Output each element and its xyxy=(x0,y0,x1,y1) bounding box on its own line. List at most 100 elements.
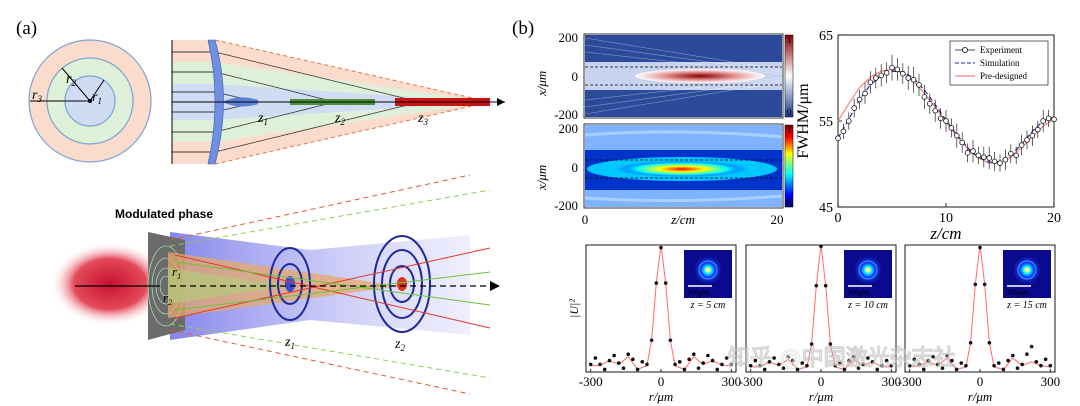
map-top-rays xyxy=(584,37,783,115)
profile-experiment-point xyxy=(1006,358,1010,363)
outer-edge-ray-top xyxy=(214,39,491,103)
profile-experiment-point xyxy=(856,366,861,370)
lower-z1-label: z1 xyxy=(284,335,295,351)
fwhm-legend-simulation-label: Simulation xyxy=(980,58,1020,68)
profile-experiment-point xyxy=(880,363,884,368)
lower-r1-label: r1 xyxy=(172,264,181,281)
fwhm-experiment-point xyxy=(975,152,982,159)
fwhm-experiment-point xyxy=(1045,115,1052,122)
profile-experiment-point xyxy=(809,342,814,346)
profile-experiment-point xyxy=(720,362,724,367)
profile-experiment-point xyxy=(748,363,753,368)
profile-experiment-point xyxy=(819,244,823,249)
profile-experiment-point xyxy=(996,361,1001,365)
profile-experiment-point xyxy=(992,363,996,368)
profile-experiment-point xyxy=(777,362,781,367)
profile-experiment-point xyxy=(635,367,640,372)
profile-experiment-point xyxy=(964,363,968,368)
profile-experiment-point xyxy=(1001,367,1006,372)
profile-experiment-point xyxy=(959,361,964,365)
profile-experiment-point xyxy=(931,354,935,359)
propagation-axis-arrowhead xyxy=(490,281,500,291)
fwhm-experiment-point xyxy=(926,101,933,107)
focal-rings-z2 xyxy=(373,235,431,333)
profile-experiment-point xyxy=(715,367,720,372)
fwhm-experiment-point xyxy=(1007,150,1014,157)
map-bottom-cbar-max: 1 xyxy=(787,125,792,135)
fwhm-experiment-point xyxy=(910,76,917,83)
fwhm-experiment-point xyxy=(1051,116,1057,123)
profile-experiment-point xyxy=(1020,362,1024,367)
profile-experiment-point xyxy=(940,366,945,370)
map-top-ylabel: x/μm xyxy=(534,71,549,97)
profile-xlabel: r/μm xyxy=(809,389,834,404)
fwhm-ylabel: FWHM/μm xyxy=(795,83,812,159)
profile-xlabel: r/μm xyxy=(649,389,674,404)
map-top-colorbar xyxy=(784,34,794,118)
fwhm-experiment-point xyxy=(964,150,971,156)
fwhm-experiment-point xyxy=(980,154,987,160)
profile-xlabel: r/μm xyxy=(968,389,993,404)
profile-experiment-point xyxy=(781,366,786,370)
fwhm-experiment-point xyxy=(916,82,922,88)
profile-experiment-point xyxy=(631,357,635,362)
profile-experiment-point xyxy=(917,362,921,367)
profile-experiment-point xyxy=(762,367,767,372)
fwhm-experiment-point xyxy=(991,158,998,165)
fwhm-xlabel: z/cm xyxy=(929,224,961,243)
fwhm-experiment-point xyxy=(1018,142,1025,148)
fwhm-experiment-point xyxy=(1040,118,1046,124)
profile-experiment-point xyxy=(954,367,959,372)
fwhm-experiment-point xyxy=(872,75,879,81)
map-top-cbar-min: 0 xyxy=(787,107,792,117)
profile-experiment-point xyxy=(602,367,607,372)
fwhm-xtick-label: 0 xyxy=(835,211,842,226)
fwhm-experiment-point xyxy=(894,66,901,73)
fwhm-experiment-point xyxy=(835,135,841,142)
z2-label: z2 xyxy=(334,111,345,127)
profile-experiment-point xyxy=(786,354,790,359)
map-bottom-colorbar xyxy=(784,124,794,208)
r2-arrow xyxy=(61,67,91,102)
profile-experiment-point xyxy=(710,358,715,363)
profile-experiment-point xyxy=(907,363,912,368)
profile-experiment-point xyxy=(852,354,856,359)
profile-experiment-point xyxy=(588,362,593,367)
profile-experiment-point xyxy=(926,358,931,363)
profile-experiment-point xyxy=(791,358,795,363)
intensity-map-top: 200 0 -200 x/μm 1 0 xyxy=(534,30,794,122)
profile-experiment-point xyxy=(701,361,705,365)
fwhm-experiment-point xyxy=(899,70,906,77)
fwhm-xtick-label: 20 xyxy=(1047,211,1061,226)
profile-experiment-point xyxy=(1025,352,1029,357)
profile-experiment-point xyxy=(753,358,758,363)
profile-inset-caption: z = 10 cm xyxy=(847,300,888,311)
radius-circles-diagram: r1 r2 r3 xyxy=(28,39,152,163)
profile-experiment-point xyxy=(626,352,630,357)
outgoing-rays-dashed xyxy=(169,174,491,395)
profile-xtick-label: 300 xyxy=(722,374,742,389)
profile-experiment-point xyxy=(973,282,978,287)
fwhm-ytick-label: 45 xyxy=(819,201,833,216)
map-bottom-ylabel: x/μm xyxy=(534,165,549,191)
fwhm-experiment-point xyxy=(840,128,847,135)
profile-experiment-point xyxy=(696,366,701,370)
profile-inset-scale-label: 300μm xyxy=(1006,288,1029,297)
profile-experiment-point xyxy=(668,338,673,343)
fwhm-experiment-point xyxy=(953,132,960,139)
fwhm-experiment-point xyxy=(986,155,992,161)
fwhm-legend-predesigned-label: Pre-designed xyxy=(980,71,1027,81)
profile-experiment-point xyxy=(805,363,809,368)
profile-experiment-point xyxy=(1011,353,1015,358)
profile-experiment-point xyxy=(1048,363,1053,368)
panel-a-label: (a) xyxy=(16,18,37,39)
map-bottom-ytick-0: 0 xyxy=(572,160,579,175)
profile-xtick-label: -300 xyxy=(739,374,763,389)
fwhm-experiment-point xyxy=(883,70,890,76)
profile-experiment-point xyxy=(621,366,626,370)
fwhm-experiment-point xyxy=(1013,152,1019,159)
fwhm-legend-experiment-label: Experiment xyxy=(980,45,1022,55)
profile-experiment-point xyxy=(706,353,710,358)
profile-experiment-point xyxy=(945,353,949,358)
